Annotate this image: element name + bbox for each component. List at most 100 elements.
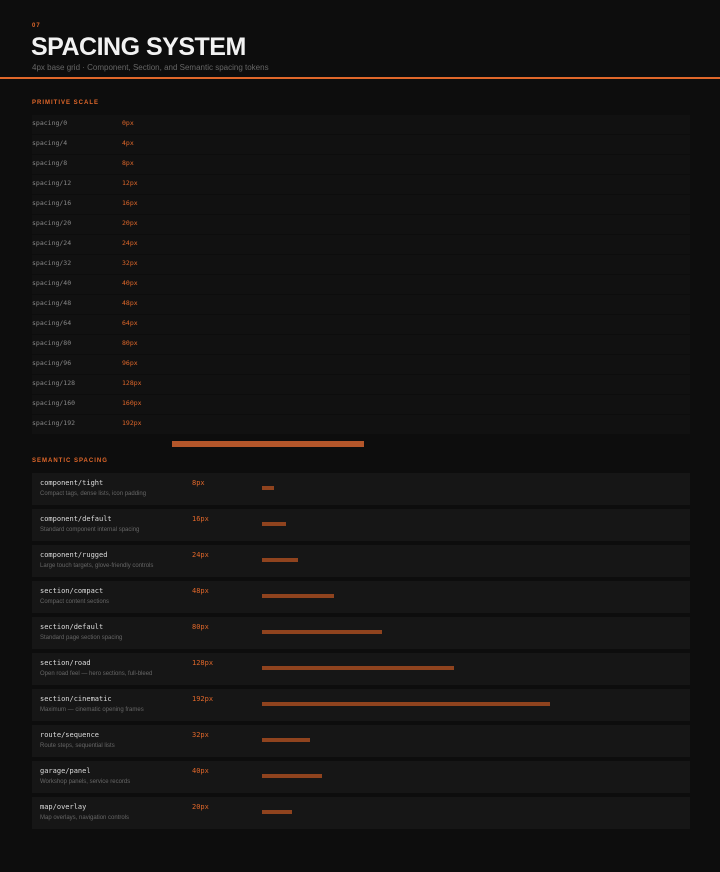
token-value: 32px <box>192 731 209 739</box>
token-value: 32px <box>122 259 138 267</box>
row-background <box>32 415 690 434</box>
header-rule <box>0 77 720 79</box>
token-name: spacing/40 <box>32 279 72 287</box>
row-background <box>32 275 690 294</box>
token-value: 8px <box>192 479 205 487</box>
row-background <box>32 175 690 194</box>
token-value: 160px <box>122 399 142 407</box>
page-subtitle: 4px base grid · Component, Section, and … <box>32 63 269 72</box>
token-name: spacing/96 <box>32 359 72 367</box>
token-value: 40px <box>122 279 138 287</box>
token-value: 40px <box>192 767 209 775</box>
token-name: component/rugged <box>40 551 108 559</box>
token-name: spacing/12 <box>32 179 72 187</box>
token-value: 48px <box>192 587 209 595</box>
spacing-bar <box>262 594 334 598</box>
token-card <box>32 473 690 505</box>
spacing-bar <box>262 486 274 490</box>
spacing-bar <box>262 630 382 634</box>
token-value: 192px <box>122 419 142 427</box>
token-name: spacing/192 <box>32 419 76 427</box>
token-description: Workshop panels, service records <box>40 779 131 785</box>
token-description: Compact tags, dense lists, icon padding <box>40 491 147 497</box>
token-value: 20px <box>122 219 138 227</box>
token-name: spacing/128 <box>32 379 76 387</box>
section-number: 07 <box>32 23 41 29</box>
spacing-bar <box>262 774 322 778</box>
row-background <box>32 375 690 394</box>
token-value: 192px <box>192 695 214 703</box>
section-heading: PRIMITIVE SCALE <box>32 100 100 106</box>
token-value: 64px <box>122 319 138 327</box>
token-name: garage/panel <box>40 767 91 775</box>
token-name: spacing/32 <box>32 259 72 267</box>
token-name: spacing/0 <box>32 119 68 127</box>
row-background <box>32 335 690 354</box>
token-name: spacing/48 <box>32 299 72 307</box>
row-background <box>32 315 690 334</box>
token-value: 16px <box>192 515 209 523</box>
spacing-bar <box>262 522 286 526</box>
token-name: spacing/8 <box>32 159 68 167</box>
token-description: Compact content sections <box>40 599 110 605</box>
row-background <box>32 355 690 374</box>
token-description: Maximum — cinematic opening frames <box>40 707 144 713</box>
spacing-bar <box>172 441 364 447</box>
token-description: Standard page section spacing <box>40 635 123 641</box>
row-background <box>32 255 690 274</box>
row-background <box>32 295 690 314</box>
row-background <box>32 215 690 234</box>
token-name: spacing/20 <box>32 219 72 227</box>
row-background <box>32 135 690 154</box>
token-value: 128px <box>192 659 214 667</box>
token-value: 24px <box>122 239 138 247</box>
token-name: map/overlay <box>40 803 87 811</box>
token-name: spacing/64 <box>32 319 72 327</box>
token-value: 4px <box>122 139 134 147</box>
token-value: 0px <box>122 119 134 127</box>
token-name: spacing/160 <box>32 399 76 407</box>
token-name: component/tight <box>40 479 104 487</box>
spacing-bar <box>262 738 310 742</box>
token-description: Standard component internal spacing <box>40 527 140 533</box>
token-value: 48px <box>122 299 138 307</box>
token-name: route/sequence <box>40 731 100 739</box>
token-value: 80px <box>122 339 138 347</box>
token-card <box>32 545 690 577</box>
token-value: 24px <box>192 551 209 559</box>
spacing-bar <box>262 702 550 706</box>
token-name: section/road <box>40 659 91 667</box>
row-background <box>32 155 690 174</box>
token-name: spacing/16 <box>32 199 72 207</box>
token-value: 8px <box>122 159 134 167</box>
token-name: section/compact <box>40 587 104 595</box>
token-card <box>32 581 690 613</box>
token-card <box>32 725 690 757</box>
token-name: section/default <box>40 623 104 631</box>
token-name: section/cinematic <box>40 695 112 703</box>
token-value: 96px <box>122 359 138 367</box>
spacing-bar <box>262 810 292 814</box>
token-value: 80px <box>192 623 209 631</box>
row-background <box>32 195 690 214</box>
token-card <box>32 761 690 793</box>
spacing-bar <box>262 558 298 562</box>
token-description: Map overlays, navigation controls <box>40 815 130 821</box>
token-value: 20px <box>192 803 209 811</box>
token-description: Route steps, sequential lists <box>40 743 115 749</box>
token-name: spacing/4 <box>32 139 68 147</box>
token-value: 128px <box>122 379 142 387</box>
page-title: SPACING SYSTEM <box>31 33 246 61</box>
token-name: spacing/80 <box>32 339 72 347</box>
token-name: component/default <box>40 515 112 523</box>
token-card <box>32 509 690 541</box>
row-background <box>32 395 690 414</box>
token-name: spacing/24 <box>32 239 72 247</box>
row-background <box>32 115 690 134</box>
row-background <box>32 235 690 254</box>
token-description: Open road feel — hero sections, full-ble… <box>40 671 153 677</box>
token-value: 12px <box>122 179 138 187</box>
token-card <box>32 797 690 829</box>
